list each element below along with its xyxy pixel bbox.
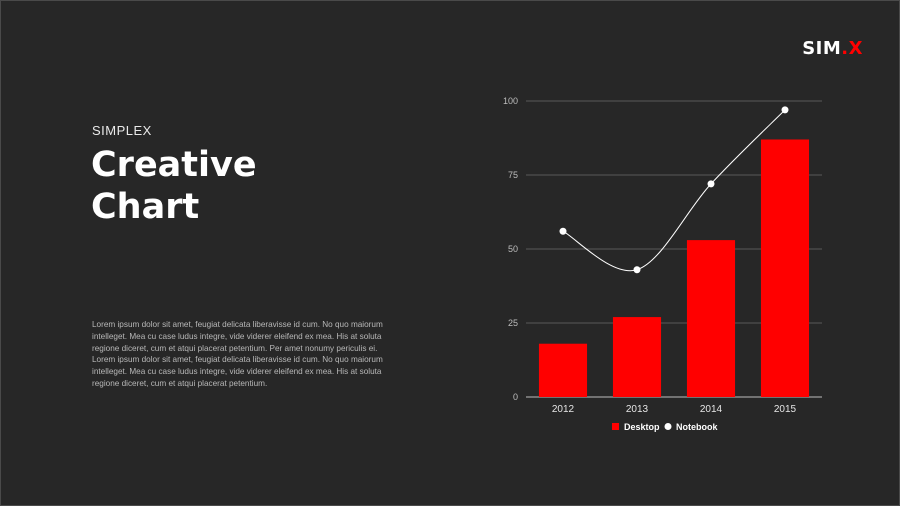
brand-logo: SIM.X xyxy=(802,38,863,59)
legend-desktop-label: Desktop xyxy=(624,422,660,432)
page-title: Creative Chart xyxy=(91,144,351,228)
x-tick-label: 2014 xyxy=(700,404,723,415)
notebook-point-2013 xyxy=(633,266,641,274)
kicker-label: SIMPLEX xyxy=(92,123,152,138)
x-tick-label: 2012 xyxy=(552,404,575,415)
legend-notebook-label: Notebook xyxy=(676,422,718,432)
bar-2013 xyxy=(612,317,662,397)
notebook-point-2012 xyxy=(559,227,567,235)
y-tick-label: 75 xyxy=(508,170,518,180)
y-tick-label: 25 xyxy=(508,318,518,328)
bar-2014 xyxy=(686,240,736,397)
notebook-point-2015 xyxy=(781,106,789,114)
x-tick-label: 2015 xyxy=(774,404,797,415)
legend-desktop-swatch xyxy=(612,423,619,430)
notebook-line xyxy=(562,109,786,272)
notebook-point-2014 xyxy=(707,180,715,188)
title-line-1: Creative xyxy=(91,145,257,185)
chart-container: 0 25 50 75 100 2012 2013 2014 2015 Desktop Noteboo… xyxy=(496,89,836,454)
y-tick-label: 50 xyxy=(508,244,518,254)
bar-2012 xyxy=(538,343,588,397)
combo-chart: 0 25 50 75 100 2012 2013 2014 2015 Desktop Noteboo… xyxy=(503,96,822,432)
title-line-2: Chart xyxy=(91,187,200,227)
x-tick-label: 2013 xyxy=(626,404,649,415)
body-paragraph: Lorem ipsum dolor sit amet, feugiat deli… xyxy=(92,320,383,388)
legend-notebook-swatch xyxy=(664,423,672,430)
bar-2015 xyxy=(760,139,810,398)
y-tick-label: 0 xyxy=(513,392,518,402)
y-tick-label: 100 xyxy=(503,96,518,106)
